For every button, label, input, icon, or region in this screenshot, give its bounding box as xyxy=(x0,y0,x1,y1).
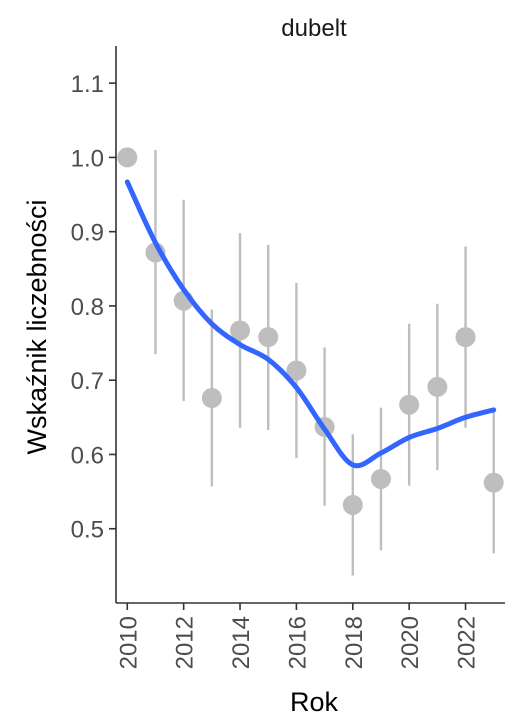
data-point-2014 xyxy=(230,320,251,341)
y-tick-label: 0.9 xyxy=(71,220,104,247)
plot-area xyxy=(117,147,504,576)
y-tick-label: 0.8 xyxy=(71,294,104,321)
x-tick-label: 2010 xyxy=(115,616,142,669)
data-point-2019 xyxy=(370,468,391,489)
chart-title: dubelt xyxy=(281,15,347,42)
x-tick-label: 2012 xyxy=(172,616,199,669)
y-axis-title: Wskaźnik liczebności xyxy=(22,199,52,454)
data-point-2013 xyxy=(201,388,222,409)
x-tick-label: 2020 xyxy=(397,616,424,669)
data-point-2021 xyxy=(427,376,448,397)
data-point-2022 xyxy=(455,327,476,348)
x-axis-title: Rok xyxy=(290,687,339,717)
y-tick-label: 1.0 xyxy=(71,145,104,172)
data-point-2023 xyxy=(483,472,504,493)
x-tick-label: 2022 xyxy=(454,616,481,669)
data-point-2018 xyxy=(342,494,363,515)
trend-line xyxy=(124,179,497,469)
x-tick-label: 2018 xyxy=(341,616,368,669)
x-tick-label: 2016 xyxy=(284,616,311,669)
axes: 0.5 0.6 0.7 0.8 0.9 1.0 1.1 2010 2012 2014 2016 201… xyxy=(71,46,505,669)
x-tick-label: 2014 xyxy=(228,616,255,669)
data-point-2010 xyxy=(117,147,138,168)
data-point-2016 xyxy=(286,360,307,381)
y-tick-label: 0.6 xyxy=(71,442,104,469)
y-tick-label: 1.1 xyxy=(71,71,104,98)
data-point-2015 xyxy=(258,327,279,348)
data-point-2020 xyxy=(399,394,420,415)
y-tick-label: 0.7 xyxy=(71,368,104,395)
y-tick-label: 0.5 xyxy=(71,517,104,544)
